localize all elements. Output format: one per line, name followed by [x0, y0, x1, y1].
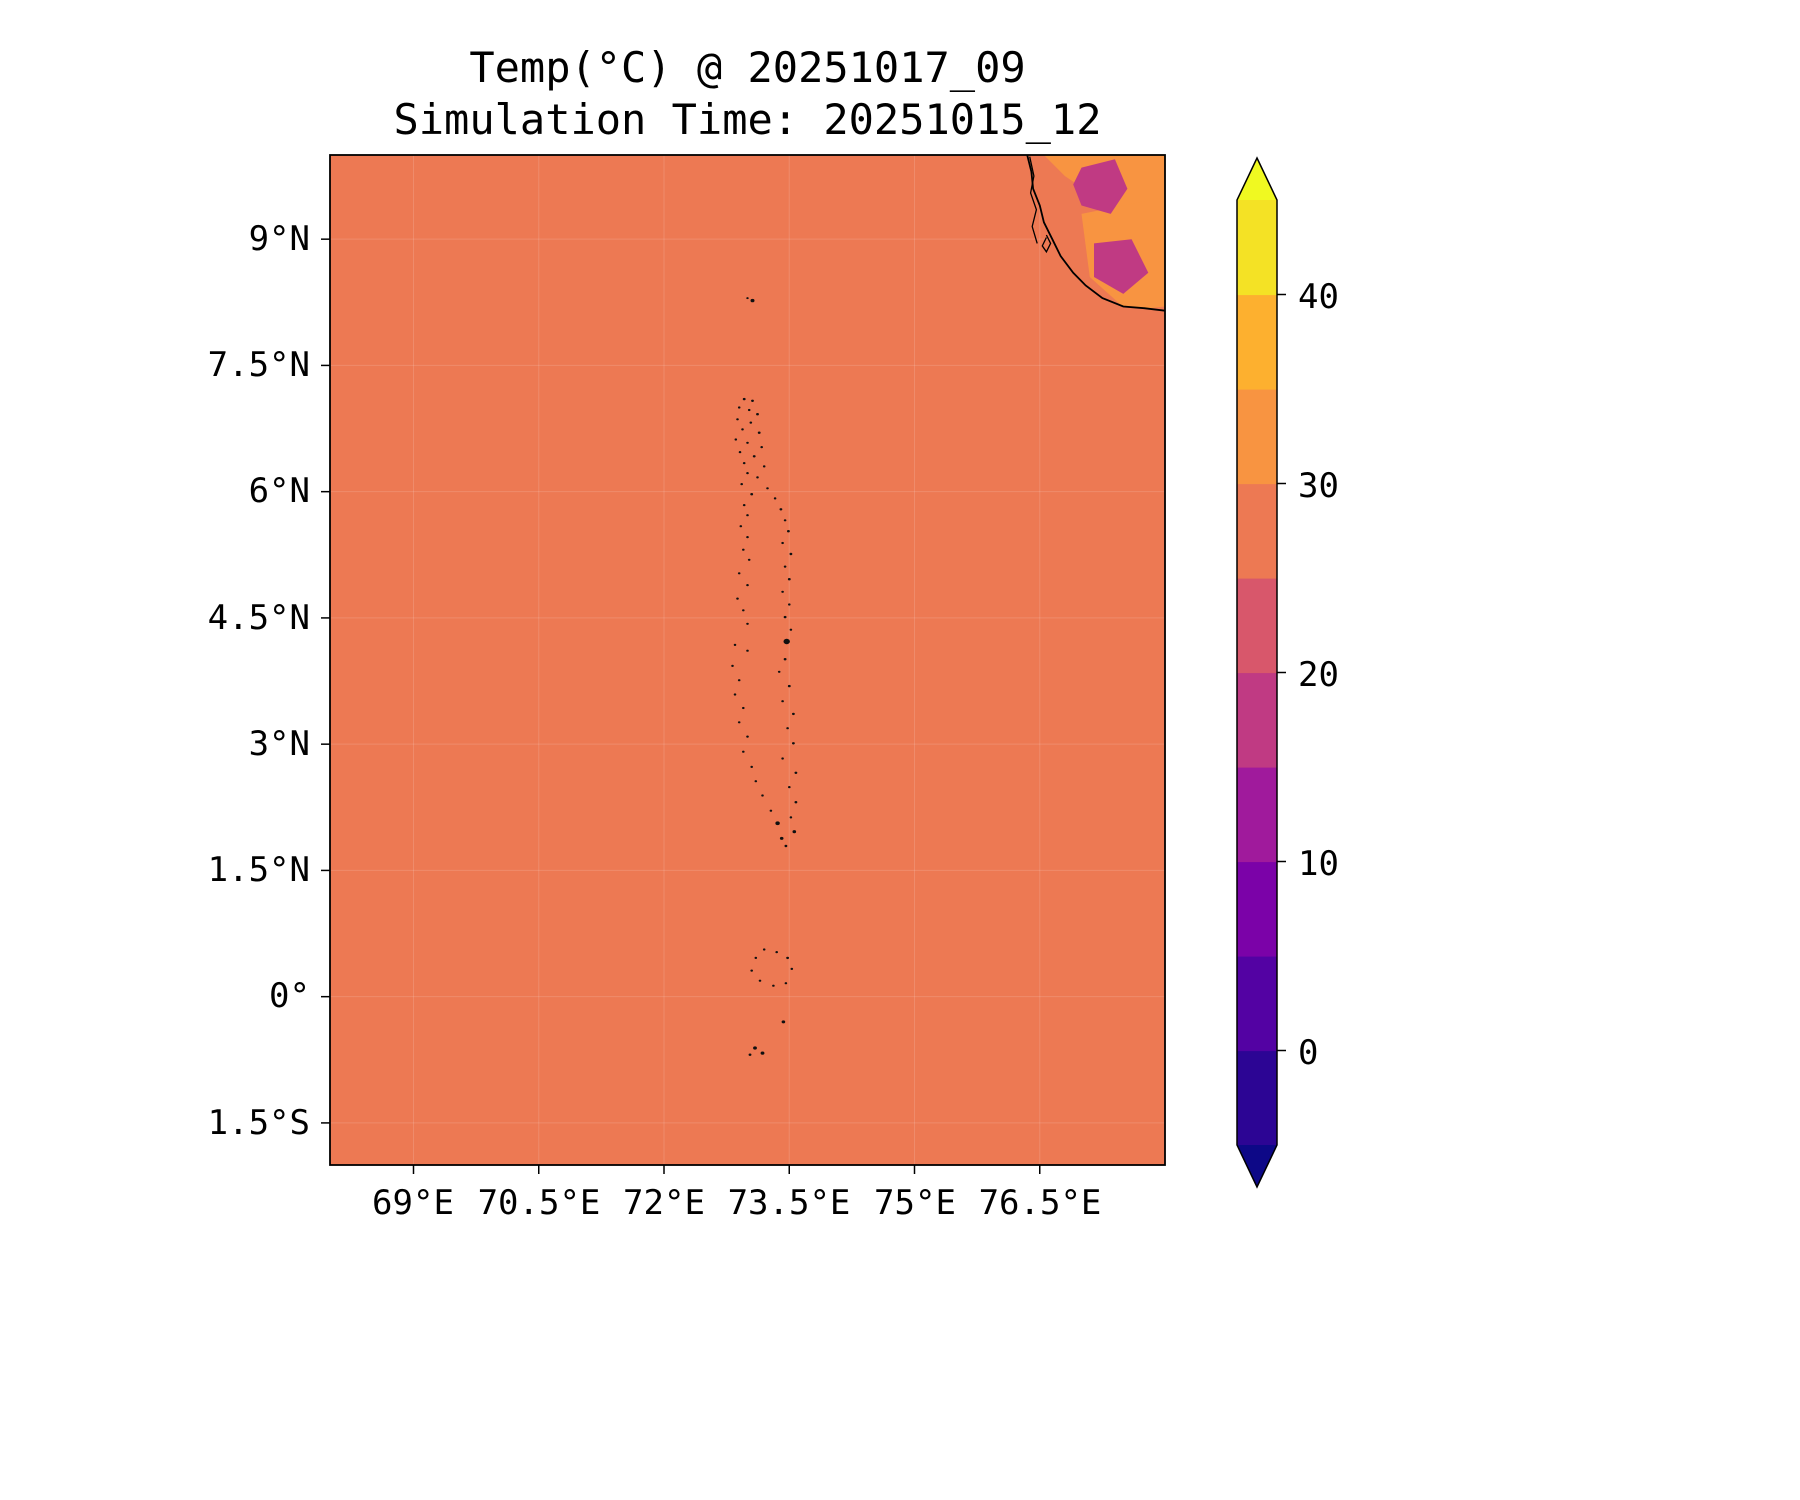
gridlines — [330, 155, 1165, 1165]
plot-title: Temp(°C) @ 20251017_09 — [469, 43, 1026, 92]
inland-water-outline — [1041, 234, 1052, 254]
x-tick-label: 69°E — [372, 1183, 454, 1223]
y-tick-label: 9°N — [248, 219, 310, 259]
x-tick-label: 70.5°E — [477, 1183, 601, 1223]
colorbar-tick-label: 40 — [1298, 277, 1339, 317]
y-tick-label: 0° — [269, 976, 310, 1016]
x-tick-label: 76.5°E — [978, 1183, 1102, 1223]
y-tick-label: 1.5°S — [207, 1103, 310, 1143]
colorbar-tick-label: 10 — [1298, 844, 1339, 884]
colorbar-over-arrow — [1237, 158, 1277, 200]
axis-tick-marks — [321, 238, 1041, 1174]
colorbar-outline — [1236, 156, 1278, 1189]
land-temp-patch — [1094, 239, 1149, 294]
colorbar-tick-label: 30 — [1298, 466, 1339, 506]
y-tick-label: 3°N — [248, 724, 310, 764]
map-border — [329, 154, 1166, 1166]
y-tick-label: 7.5°N — [207, 345, 310, 385]
colorbar-under-arrow — [1237, 1145, 1277, 1187]
y-tick-label: 4.5°N — [207, 598, 310, 638]
colorbar-tick-label: 0 — [1298, 1033, 1319, 1073]
x-tick-label: 75°E — [874, 1183, 956, 1223]
x-tick-label: 72°E — [623, 1183, 705, 1223]
india-coastline — [1026, 154, 1166, 312]
sea-region — [330, 155, 1165, 1165]
colorbar — [1236, 156, 1286, 1189]
maldives-islands — [731, 297, 798, 1056]
y-tick-label: 1.5°N — [207, 850, 310, 890]
inland-water-outline — [1029, 156, 1038, 244]
plot-subtitle: Simulation Time: 20251015_12 — [393, 95, 1102, 144]
x-tick-label: 73.5°E — [727, 1183, 851, 1223]
land-temp-patch — [1073, 159, 1128, 214]
colorbar-tick-label: 20 — [1298, 655, 1339, 695]
y-tick-label: 6°N — [248, 471, 310, 511]
